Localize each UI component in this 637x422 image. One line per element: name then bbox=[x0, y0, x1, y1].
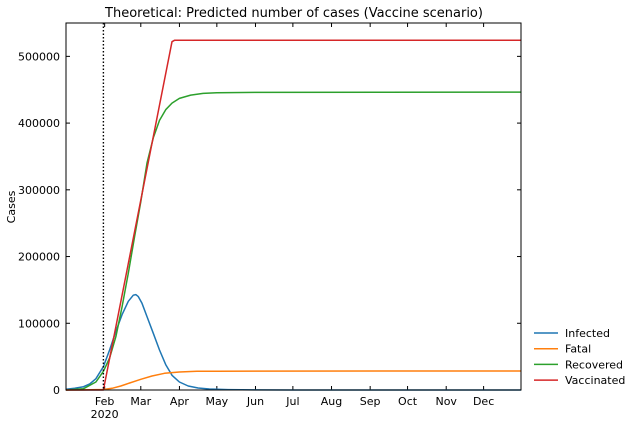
y-axis-label: Cases bbox=[5, 190, 18, 223]
y-tick-label: 500000 bbox=[18, 50, 60, 63]
plot-frame bbox=[65, 22, 522, 391]
x-tick-label: Jun bbox=[246, 395, 264, 408]
x-tick-label: Nov bbox=[435, 395, 457, 408]
x-tick-label: Apr bbox=[170, 395, 190, 408]
series-line-infected bbox=[65, 293, 521, 391]
y-tick-label: 200000 bbox=[18, 251, 60, 264]
y-tick-label: 0 bbox=[53, 384, 60, 397]
series-line-recovered bbox=[65, 91, 522, 391]
chart-title: Theoretical: Predicted number of cases (… bbox=[104, 6, 483, 21]
x-tick-label: Dec bbox=[473, 395, 494, 408]
x-tick-label: Aug bbox=[321, 395, 342, 408]
series-line-fatal bbox=[65, 370, 522, 391]
y-tick-label: 400000 bbox=[18, 117, 60, 130]
x-tick-label: May bbox=[205, 395, 228, 408]
y-tick-label: 300000 bbox=[18, 184, 60, 197]
legend-label: Recovered bbox=[565, 358, 623, 371]
legend: Infected Fatal Recovered Vaccinated bbox=[534, 327, 625, 387]
legend-label: Vaccinated bbox=[565, 374, 625, 387]
legend-label: Infected bbox=[565, 327, 610, 340]
x-tick-label: Mar bbox=[130, 395, 151, 408]
x-tick-sublabel: 2020 bbox=[91, 408, 119, 421]
plot-lines bbox=[65, 39, 522, 391]
x-tick-label: Jul bbox=[285, 395, 299, 408]
y-axis: 0 100000 200000 300000 400000 500000 bbox=[18, 50, 521, 397]
y-tick-label: 100000 bbox=[18, 317, 60, 330]
x-tick-label: Sep bbox=[360, 395, 381, 408]
x-tick-label: Oct bbox=[398, 395, 418, 408]
x-tick-label: Feb bbox=[95, 395, 114, 408]
legend-label: Fatal bbox=[565, 343, 591, 356]
